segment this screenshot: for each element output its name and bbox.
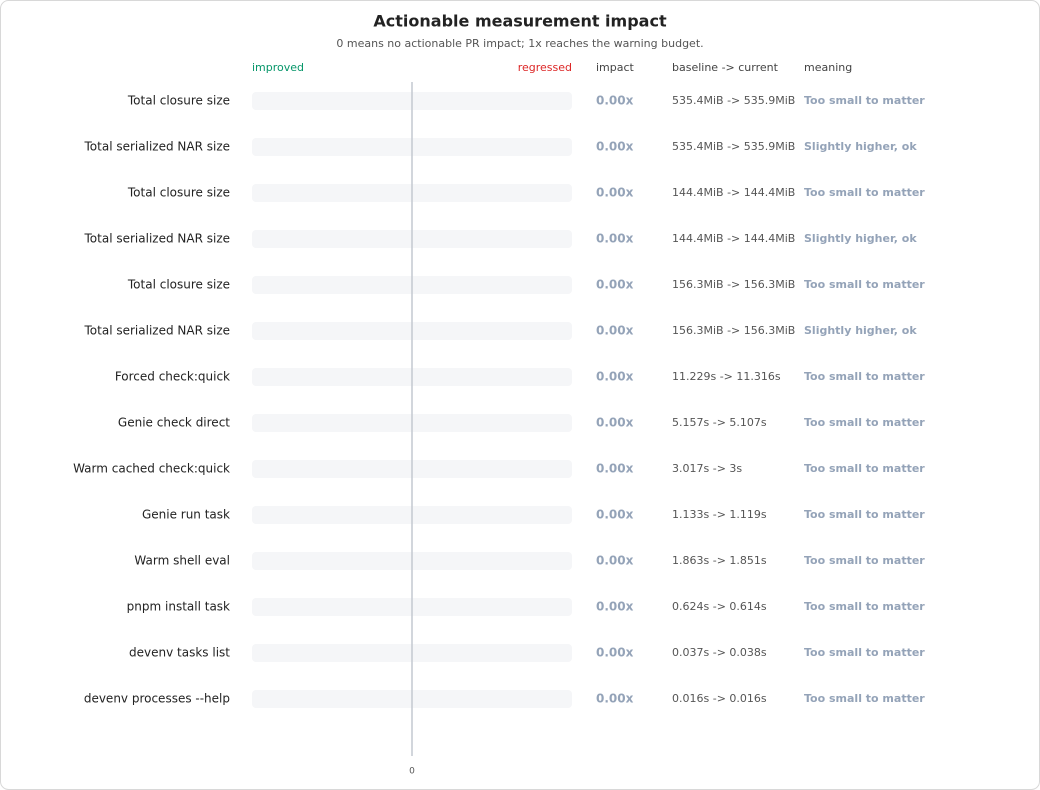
baseline-current: 535.4MiB -> 535.9MiB (672, 140, 795, 153)
regressed-label: regressed (518, 61, 572, 74)
baseline-current: 0.016s -> 0.016s (672, 692, 767, 705)
impact-value: 0.00x (596, 554, 634, 568)
column-header: meaning (804, 61, 852, 74)
row-label: devenv tasks list (129, 646, 230, 660)
impact-value: 0.00x (596, 508, 634, 522)
improved-label: improved (252, 61, 304, 74)
meaning: Too small to matter (804, 462, 925, 475)
baseline-current: 0.624s -> 0.614s (672, 600, 767, 613)
impact-value: 0.00x (596, 232, 634, 246)
meaning: Too small to matter (804, 646, 925, 659)
baseline-current: 3.017s -> 3s (672, 462, 742, 475)
x-tick-label: 0 (409, 767, 415, 777)
row-label: Genie run task (142, 508, 230, 522)
meaning: Too small to matter (804, 416, 925, 429)
row-label: Total serialized NAR size (84, 140, 230, 154)
impact-value: 0.00x (596, 370, 634, 384)
meaning: Too small to matter (804, 508, 925, 521)
baseline-current: 156.3MiB -> 156.3MiB (672, 278, 795, 291)
row-label: Total serialized NAR size (84, 324, 230, 338)
meaning: Too small to matter (804, 692, 925, 705)
meaning: Too small to matter (804, 278, 925, 291)
baseline-current: 144.4MiB -> 144.4MiB (672, 186, 795, 199)
row-label: Warm shell eval (134, 554, 230, 568)
baseline-current: 1.133s -> 1.119s (672, 508, 767, 521)
impact-value: 0.00x (596, 646, 634, 660)
impact-value: 0.00x (596, 692, 634, 706)
impact-value: 0.00x (596, 94, 634, 108)
meaning: Too small to matter (804, 554, 925, 567)
row-label: Forced check:quick (115, 370, 230, 384)
chart-title: Actionable measurement impact (373, 12, 667, 31)
impact-value: 0.00x (596, 600, 634, 614)
baseline-current: 0.037s -> 0.038s (672, 646, 767, 659)
meaning: Slightly higher, ok (804, 140, 917, 153)
meaning: Too small to matter (804, 370, 925, 383)
column-header: baseline -> current (672, 61, 779, 74)
baseline-current: 5.157s -> 5.107s (672, 416, 767, 429)
meaning: Too small to matter (804, 186, 925, 199)
baseline-current: 144.4MiB -> 144.4MiB (672, 232, 795, 245)
row-label: Genie check direct (118, 416, 230, 430)
baseline-current: 535.4MiB -> 535.9MiB (672, 94, 795, 107)
baseline-current: 1.863s -> 1.851s (672, 554, 767, 567)
baseline-current: 11.229s -> 11.316s (672, 370, 781, 383)
meaning: Slightly higher, ok (804, 324, 917, 337)
impact-value: 0.00x (596, 324, 634, 338)
column-header: impact (596, 61, 635, 74)
impact-value: 0.00x (596, 462, 634, 476)
meaning: Slightly higher, ok (804, 232, 917, 245)
impact-value: 0.00x (596, 278, 634, 292)
row-label: Total closure size (127, 186, 230, 200)
row-label: devenv processes --help (84, 692, 230, 706)
impact-value: 0.00x (596, 186, 634, 200)
baseline-current: 156.3MiB -> 156.3MiB (672, 324, 795, 337)
chart-subtitle: 0 means no actionable PR impact; 1x reac… (336, 37, 703, 50)
row-label: Warm cached check:quick (73, 462, 230, 476)
row-label: Total serialized NAR size (84, 232, 230, 246)
row-label: Total closure size (127, 278, 230, 292)
row-label: pnpm install task (127, 600, 230, 614)
meaning: Too small to matter (804, 94, 925, 107)
impact-value: 0.00x (596, 416, 634, 430)
row-label: Total closure size (127, 94, 230, 108)
impact-value: 0.00x (596, 140, 634, 154)
meaning: Too small to matter (804, 600, 925, 613)
